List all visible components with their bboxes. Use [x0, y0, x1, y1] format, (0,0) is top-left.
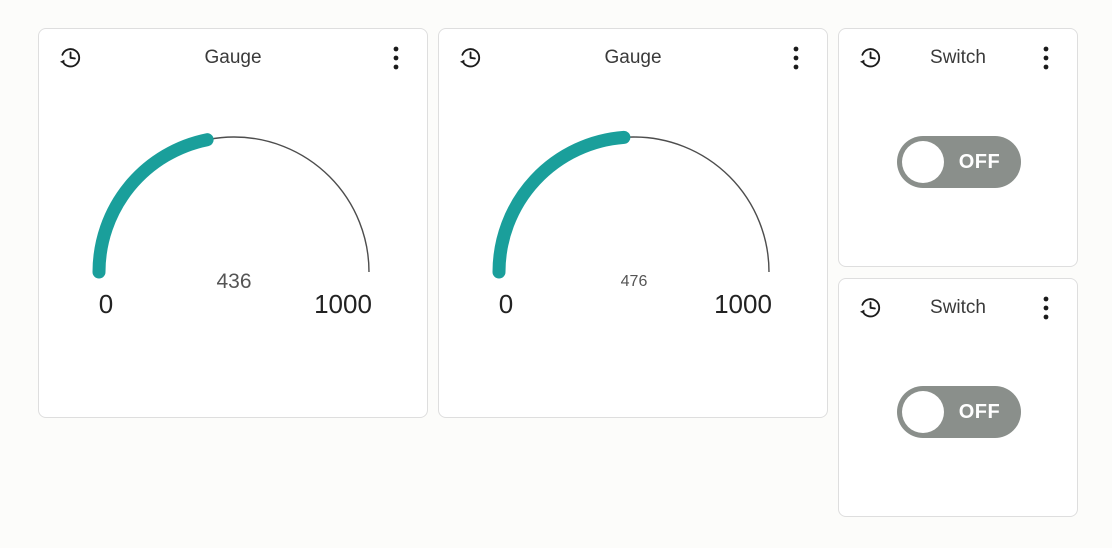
widget-title: Gauge: [604, 47, 662, 68]
widget-title: Switch: [930, 297, 986, 318]
kebab-menu-icon[interactable]: [783, 45, 809, 71]
widget-header: Gauge: [439, 29, 827, 71]
history-icon[interactable]: [857, 45, 883, 71]
toggle-knob: [902, 391, 944, 433]
toggle-state-label: OFF: [958, 150, 1001, 173]
toggle-knob: [902, 141, 944, 183]
widget-title: Gauge: [204, 47, 262, 68]
gauge-value: 436: [216, 270, 252, 293]
history-icon[interactable]: [857, 295, 883, 321]
gauge-max-label: 1000: [714, 289, 772, 319]
gauge-min-label: 0: [498, 289, 514, 319]
gauge-value: 476: [620, 273, 648, 290]
widget-header: Gauge: [39, 29, 427, 71]
toggle-switch[interactable]: OFF: [897, 386, 1021, 438]
kebab-menu-icon[interactable]: [383, 45, 409, 71]
toggle-state-label: OFF: [958, 400, 1001, 423]
gauge-value-arc: [492, 130, 776, 279]
widget-header: Switch: [839, 279, 1077, 321]
gauge-track-arc: [498, 136, 770, 273]
kebab-menu-icon[interactable]: [1033, 295, 1059, 321]
widget-header: Switch: [839, 29, 1077, 71]
widget-title: Switch: [930, 47, 986, 68]
kebab-menu-icon[interactable]: [1033, 45, 1059, 71]
widget-card-gauge-1: Gauge 436 0 1000: [38, 28, 428, 418]
toggle-switch[interactable]: OFF: [897, 136, 1021, 188]
gauge-min-label: 0: [98, 289, 114, 319]
history-icon[interactable]: [57, 45, 83, 71]
widget-card-gauge-2: Gauge 476 0 1000: [438, 28, 828, 418]
gauge-chart: [492, 130, 776, 279]
gauge-chart: [92, 130, 376, 279]
gauge-max-label: 1000: [314, 289, 372, 319]
widget-card-switch-2: Switch OFF: [838, 278, 1078, 517]
widget-card-switch-1: Switch OFF: [838, 28, 1078, 267]
gauge-track-arc: [98, 136, 370, 273]
history-icon[interactable]: [457, 45, 483, 71]
gauge-value-arc: [92, 130, 376, 279]
